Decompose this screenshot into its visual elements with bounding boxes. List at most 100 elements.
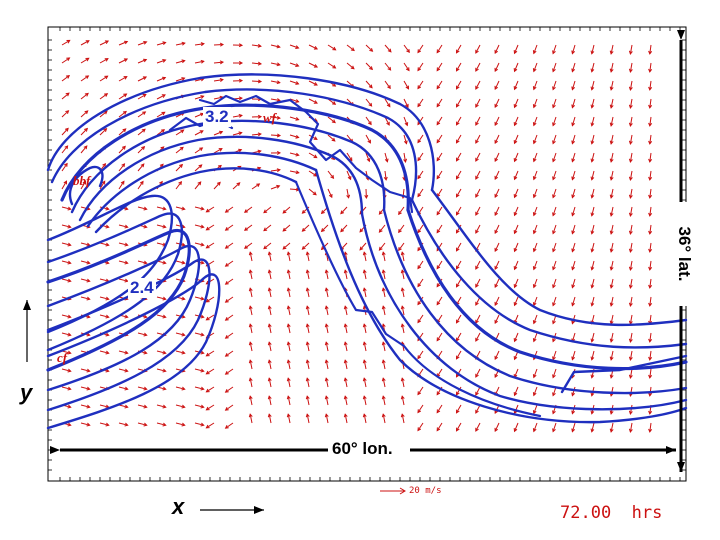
wind-vector [80, 260, 90, 264]
wind-vector-head [494, 211, 498, 217]
wind-vector [436, 62, 443, 71]
wind-vector [436, 188, 443, 197]
wind-vector-head [200, 350, 205, 355]
wind-vector [137, 332, 147, 336]
wind-vector-head [162, 368, 167, 373]
wind-vector-head [67, 404, 72, 409]
wind-vector-head [552, 50, 556, 55]
wind-vector [629, 422, 633, 432]
wind-vector [629, 62, 633, 72]
wind-vector [571, 422, 576, 432]
wind-vector [403, 152, 406, 162]
contour-line [314, 168, 688, 424]
wind-vector [251, 62, 262, 65]
wind-vector [156, 422, 166, 426]
wind-vector-head [417, 409, 422, 414]
wind-vector [382, 360, 386, 370]
wind-vector [156, 296, 166, 300]
wind-vector [175, 77, 185, 82]
wind-vector-head [224, 244, 229, 249]
wind-vector [213, 148, 223, 154]
wind-vector [244, 224, 253, 231]
wind-vector-head [205, 424, 210, 429]
wind-vector [306, 414, 310, 424]
wind-vector [99, 296, 109, 300]
wind-vector [325, 342, 329, 352]
wind-vector [384, 80, 391, 89]
wind-vector-head [436, 157, 441, 162]
wind-vector-head [455, 49, 460, 54]
wind-vector [99, 181, 106, 190]
wind-vector-head [236, 182, 241, 187]
wind-vector [61, 110, 69, 118]
wind-vector-head [343, 251, 348, 256]
wind-vector [494, 224, 500, 234]
wind-vector [456, 134, 462, 144]
wind-vector-head [436, 67, 441, 72]
warm-front-label: wf [263, 110, 276, 125]
wind-vector [137, 422, 147, 426]
wind-vector [456, 332, 462, 342]
wind-vector-head [552, 230, 556, 235]
wind-vector [398, 224, 405, 233]
wind-vector-head [403, 140, 408, 145]
wind-vector [175, 60, 185, 64]
wind-vector [649, 206, 652, 216]
contour-line [560, 354, 688, 394]
wind-vector [610, 314, 614, 324]
wind-vector-head [590, 356, 595, 361]
wind-vector-head [248, 305, 253, 310]
wind-vector-head [455, 319, 460, 324]
wind-vector [629, 206, 633, 216]
wind-vector [175, 386, 185, 390]
wind-vector-head [552, 392, 556, 397]
wind-vector-head [143, 404, 148, 409]
wind-vector [282, 206, 291, 214]
wind-vector-head [436, 229, 441, 234]
wind-vector [571, 206, 576, 216]
wind-vector-head [205, 208, 210, 213]
wind-vector [365, 44, 373, 52]
wind-vector [344, 396, 348, 406]
wind-vector-head [350, 65, 355, 70]
wind-vector [552, 188, 557, 198]
wind-vector [118, 163, 125, 172]
wind-vector-head [85, 75, 90, 79]
wind-vector-head [475, 103, 479, 108]
wind-vector [401, 396, 405, 406]
wind-vector-head [257, 61, 263, 66]
wind-vector [591, 242, 595, 252]
wind-vector [514, 404, 519, 414]
wind-vector-head [552, 284, 556, 289]
wind-vector-head [609, 86, 614, 91]
wind-vector-head [362, 413, 367, 418]
wind-vector-head [199, 147, 204, 152]
wind-vector-head [494, 229, 498, 235]
wind-vector [533, 386, 538, 396]
wind-vector [533, 368, 538, 378]
wind-vector [417, 350, 424, 359]
wind-vector [552, 242, 557, 252]
wind-vector [456, 44, 462, 54]
wind-vector-head [400, 395, 405, 400]
wind-vector [225, 386, 234, 393]
wind-vector [417, 44, 424, 53]
wind-vector [61, 163, 68, 172]
wind-vector [514, 98, 519, 108]
wind-vector [571, 296, 576, 306]
wind-vector-head [346, 194, 351, 199]
wind-vector-head [105, 350, 110, 355]
wind-vector [649, 350, 652, 360]
wind-vector [61, 92, 70, 100]
wind-vector [206, 386, 215, 393]
wind-vector-head [571, 122, 576, 127]
wind-vector [552, 224, 557, 234]
wind-vector-head [532, 50, 537, 55]
wind-vector [363, 252, 367, 262]
wind-vector [571, 152, 576, 162]
wind-vector [156, 350, 166, 354]
wind-vector [194, 60, 204, 64]
wind-vector [514, 116, 519, 126]
wind-vector [268, 396, 272, 406]
wind-vector [325, 414, 329, 424]
